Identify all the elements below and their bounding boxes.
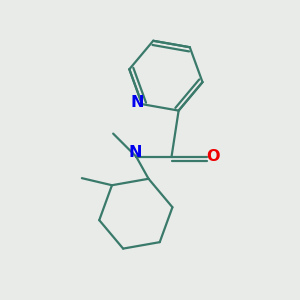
Text: N: N [128, 145, 142, 160]
Text: O: O [207, 149, 220, 164]
Text: N: N [131, 95, 144, 110]
